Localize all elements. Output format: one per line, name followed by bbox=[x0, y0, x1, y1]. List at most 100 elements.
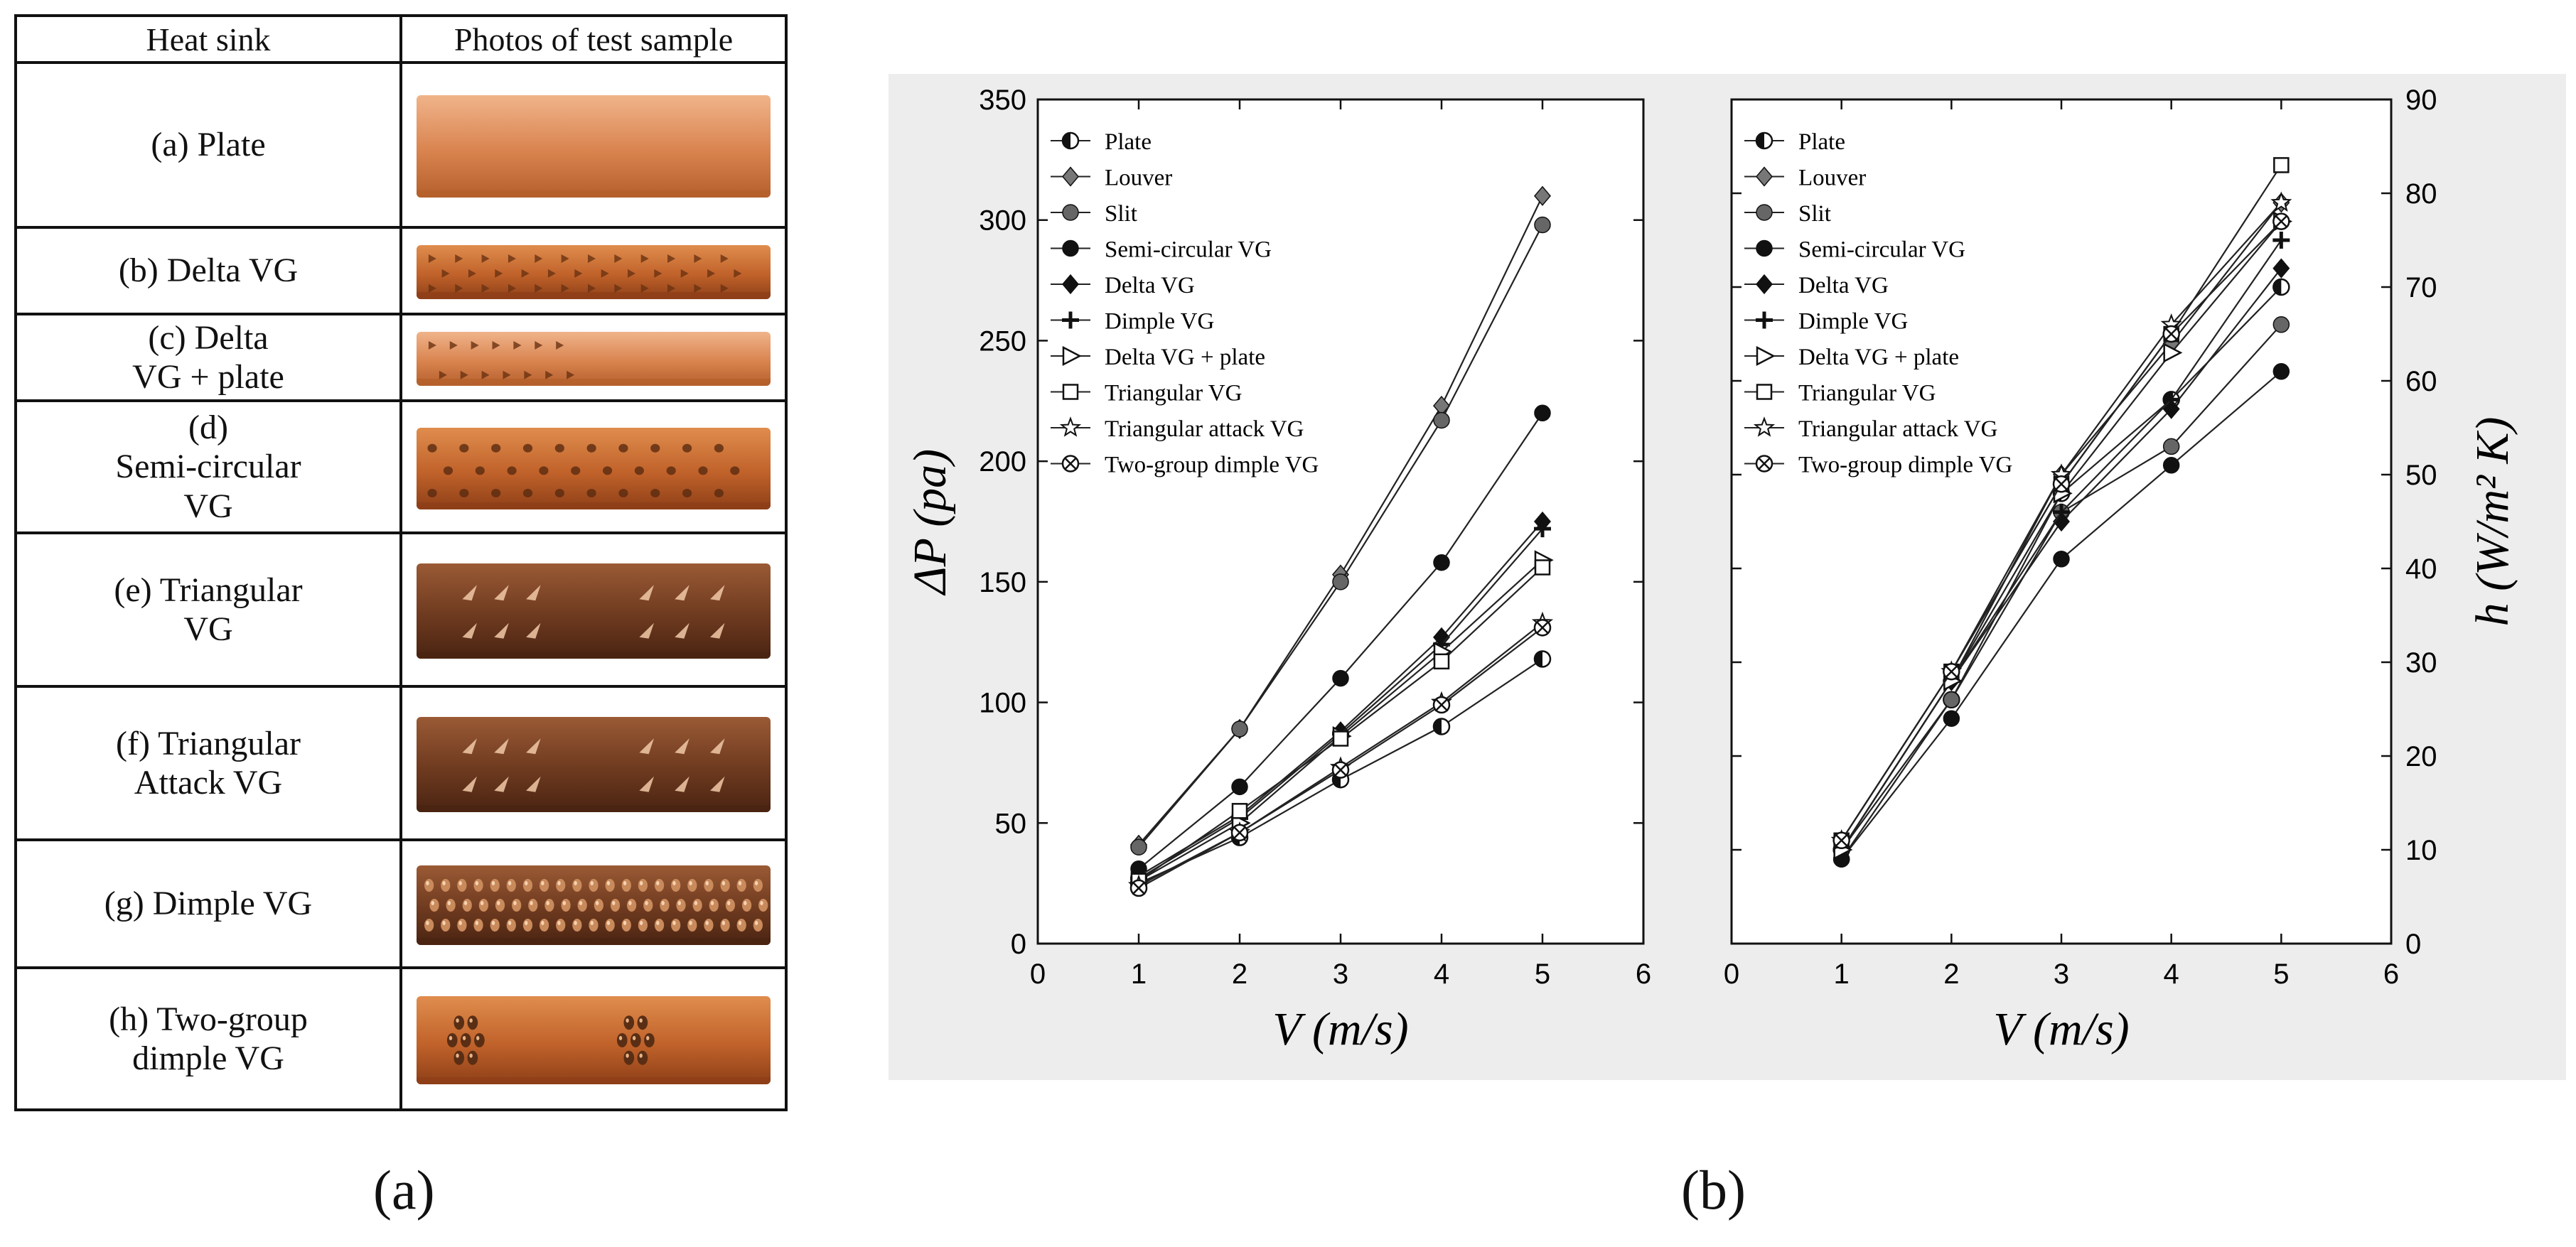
marker-x bbox=[1945, 665, 1958, 679]
x-tick-label: 2 bbox=[1232, 959, 1247, 990]
table-row: (b) Delta VG bbox=[14, 226, 788, 315]
sample-photo bbox=[417, 865, 771, 945]
marker-circle bbox=[1062, 204, 1079, 221]
marker-circle bbox=[1756, 204, 1773, 221]
x-tick-label: 6 bbox=[1636, 959, 1651, 990]
series-two-group-dimple-vg bbox=[1129, 619, 1552, 897]
y-tick-label: 50 bbox=[995, 808, 1027, 839]
sample-photo-cell bbox=[399, 61, 788, 229]
marker-diamond bbox=[1756, 166, 1773, 187]
marker-circle bbox=[2053, 551, 2070, 568]
marker-circle bbox=[2272, 316, 2290, 333]
table-row: (h) Two-group dimple VG bbox=[14, 966, 788, 1111]
legend-label: Triangular VG bbox=[1798, 381, 1936, 406]
marker-square bbox=[1433, 653, 1450, 670]
x-tick-label: 4 bbox=[2164, 959, 2179, 990]
heat-sink-label-line: (a) Plate bbox=[151, 126, 266, 164]
legend-label: Semi-circular VG bbox=[1798, 237, 1965, 263]
legend-label: Slit bbox=[1105, 201, 1137, 227]
heat-sink-label-line: (g) Dimple VG bbox=[104, 885, 313, 923]
series-two-group-dimple-vg bbox=[1832, 212, 2290, 850]
y-tick-label: 350 bbox=[979, 85, 1026, 116]
x-tick-label: 6 bbox=[2383, 959, 2399, 990]
legend-label: Louver bbox=[1105, 166, 1172, 191]
x-tick-label: 4 bbox=[1434, 959, 1449, 990]
marker-circle bbox=[2162, 457, 2180, 474]
table-row: (a) Plate bbox=[14, 61, 788, 229]
x-tick-label: 1 bbox=[1131, 959, 1147, 990]
legend-label: Delta VG bbox=[1105, 273, 1195, 298]
marker-triangle bbox=[2163, 342, 2183, 363]
y-tick-label: 30 bbox=[2405, 647, 2437, 679]
y-tick-label: 300 bbox=[979, 205, 1026, 237]
marker-x bbox=[1233, 826, 1246, 839]
table-row: (f) Triangular Attack VG bbox=[14, 685, 788, 841]
marker-x bbox=[1132, 882, 1145, 895]
y-tick-label: 0 bbox=[2405, 929, 2421, 960]
series-semi-circular-vg bbox=[1130, 404, 1551, 878]
heat-sink-label: (h) Two-group dimple VG bbox=[14, 966, 402, 1111]
marker-circle bbox=[2272, 363, 2290, 380]
x-tick-label: 0 bbox=[1724, 959, 1739, 990]
legend-label: Two-group dimple VG bbox=[1105, 453, 1319, 478]
chart-1: 0 1 2 3 4 5 6 0 50 100 150 200 250 300 350 V (m/s) ΔP (p… bbox=[904, 85, 1651, 1055]
header-photos: Photos of test sample bbox=[399, 14, 788, 64]
y-tick-label: 150 bbox=[979, 567, 1026, 598]
table-row: (d) Semi-circular VG bbox=[14, 399, 788, 534]
marker-circle bbox=[1756, 239, 1773, 257]
y-tick-label: 70 bbox=[2405, 272, 2437, 303]
marker-circle bbox=[1534, 404, 1551, 422]
x-tick-label: 1 bbox=[1834, 959, 1850, 990]
marker-circle bbox=[1130, 838, 1147, 855]
sample-photo bbox=[417, 332, 771, 386]
marker-circle bbox=[1534, 216, 1551, 234]
sample-photo-cell bbox=[399, 966, 788, 1111]
legend-label: Delta VG + plate bbox=[1798, 345, 1959, 370]
marker-circle bbox=[1332, 573, 1349, 590]
chart-panel: 0 1 2 3 4 5 6 0 50 100 150 200 250 300 350 V (m/s) ΔP (p… bbox=[889, 74, 2566, 1080]
y-tick-label: 40 bbox=[2405, 554, 2437, 585]
table-row: (e) Triangular VG bbox=[14, 531, 788, 688]
y-tick-label: 100 bbox=[979, 688, 1026, 719]
marker-square bbox=[1062, 384, 1079, 400]
table-header-row: Heat sink Photos of test sample bbox=[14, 14, 788, 64]
marker-diamond bbox=[1062, 166, 1079, 187]
sample-photo bbox=[417, 245, 771, 299]
marker-square bbox=[1332, 730, 1349, 747]
heat-sink-label-line: VG bbox=[183, 610, 233, 648]
x-tick-label: 5 bbox=[1535, 959, 1550, 990]
sample-photo-cell bbox=[399, 313, 788, 402]
marker-half-fill bbox=[1535, 651, 1542, 667]
marker-circle bbox=[1062, 239, 1079, 257]
legend-label: Two-group dimple VG bbox=[1798, 453, 2012, 478]
x-tick-label: 3 bbox=[1333, 959, 1348, 990]
x-tick-label: 5 bbox=[2273, 959, 2289, 990]
marker-circle bbox=[1231, 720, 1248, 738]
legend-label: Delta VG + plate bbox=[1105, 345, 1265, 370]
legend: Plate Louver Slit Semi-circular VG Delta VG D… bbox=[1744, 129, 2012, 478]
marker-square bbox=[2273, 157, 2290, 173]
table-row: (c) Delta VG + plate bbox=[14, 313, 788, 402]
x-axis-label: V (m/s) bbox=[1272, 1003, 1408, 1055]
x-tick-label: 0 bbox=[1030, 959, 1046, 990]
marker-triangle bbox=[1062, 345, 1082, 367]
marker-star bbox=[2270, 191, 2292, 212]
sample-photo bbox=[417, 428, 771, 509]
sample-photo bbox=[417, 563, 771, 659]
heat-sink-label-line: VG bbox=[183, 487, 233, 525]
marker-half-fill bbox=[2273, 279, 2282, 295]
sample-photo bbox=[417, 996, 771, 1084]
marker-diamond bbox=[1534, 185, 1551, 206]
marker-half-fill bbox=[1434, 718, 1442, 735]
heat-sink-label: (e) Triangular VG bbox=[14, 531, 402, 688]
legend-label: Delta VG bbox=[1798, 273, 1889, 298]
legend: Plate Louver Slit Semi-circular VG Delta VG D… bbox=[1051, 129, 1319, 478]
heat-sink-label: (b) Delta VG bbox=[14, 226, 402, 315]
y-axis-label: h (W/m² K) bbox=[2467, 417, 2518, 627]
heat-sink-label-line: (f) Triangular bbox=[116, 724, 301, 762]
y-tick-label: 10 bbox=[2405, 835, 2437, 866]
heat-sink-label: (c) Delta VG + plate bbox=[14, 313, 402, 402]
y-tick-label: 90 bbox=[2405, 85, 2437, 116]
legend-label: Triangular VG bbox=[1105, 381, 1242, 406]
